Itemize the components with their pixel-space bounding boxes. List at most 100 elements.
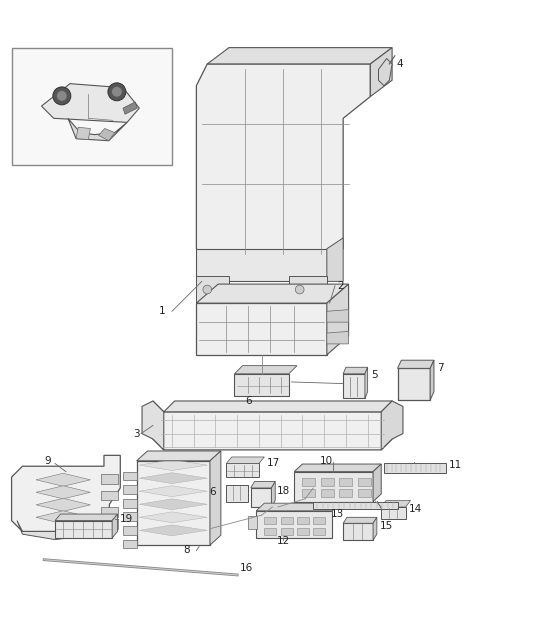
Polygon shape <box>340 489 353 497</box>
Polygon shape <box>234 365 297 374</box>
Circle shape <box>295 285 304 294</box>
Polygon shape <box>112 514 118 538</box>
Polygon shape <box>101 519 118 529</box>
Polygon shape <box>99 129 115 141</box>
Text: 15: 15 <box>379 521 393 531</box>
Polygon shape <box>397 360 434 369</box>
Polygon shape <box>196 249 327 281</box>
Polygon shape <box>123 472 137 480</box>
Polygon shape <box>381 507 405 519</box>
Circle shape <box>108 83 126 100</box>
Polygon shape <box>264 517 276 524</box>
Polygon shape <box>207 48 392 64</box>
Polygon shape <box>302 478 316 486</box>
Polygon shape <box>289 276 327 303</box>
Text: 8: 8 <box>183 546 190 556</box>
Polygon shape <box>343 367 368 374</box>
Polygon shape <box>251 482 275 488</box>
Polygon shape <box>343 374 365 398</box>
Polygon shape <box>68 118 127 141</box>
Polygon shape <box>340 478 353 486</box>
Polygon shape <box>358 478 371 486</box>
Polygon shape <box>140 499 207 510</box>
Polygon shape <box>140 486 207 497</box>
Polygon shape <box>397 369 430 400</box>
Polygon shape <box>384 463 446 473</box>
Text: 10: 10 <box>320 456 334 466</box>
Polygon shape <box>343 517 377 523</box>
Polygon shape <box>379 58 392 85</box>
Polygon shape <box>256 511 332 538</box>
Polygon shape <box>55 514 118 521</box>
Polygon shape <box>313 528 325 534</box>
Polygon shape <box>55 521 112 538</box>
Text: 1: 1 <box>159 306 165 317</box>
Polygon shape <box>36 474 90 486</box>
Text: 4: 4 <box>396 59 403 69</box>
Polygon shape <box>140 473 207 484</box>
Polygon shape <box>358 489 371 497</box>
Text: 7: 7 <box>437 364 443 374</box>
Polygon shape <box>11 455 120 531</box>
Polygon shape <box>297 528 309 534</box>
Polygon shape <box>140 460 207 470</box>
Polygon shape <box>365 367 368 398</box>
Polygon shape <box>327 332 349 344</box>
Circle shape <box>53 87 71 105</box>
Polygon shape <box>41 84 140 122</box>
Polygon shape <box>297 517 309 524</box>
Polygon shape <box>140 525 207 536</box>
Polygon shape <box>381 401 403 450</box>
Polygon shape <box>164 401 392 412</box>
Text: 18: 18 <box>277 485 290 495</box>
Polygon shape <box>196 64 371 259</box>
Polygon shape <box>123 499 137 507</box>
Polygon shape <box>153 401 392 450</box>
Polygon shape <box>140 512 207 522</box>
Text: 6: 6 <box>209 487 215 497</box>
Text: 14: 14 <box>408 504 422 514</box>
Polygon shape <box>101 490 118 501</box>
Polygon shape <box>17 521 104 539</box>
Text: 9: 9 <box>44 456 51 466</box>
Polygon shape <box>196 284 349 303</box>
Polygon shape <box>101 474 118 484</box>
Polygon shape <box>210 451 221 545</box>
Polygon shape <box>302 489 316 497</box>
Polygon shape <box>226 485 248 502</box>
Polygon shape <box>123 485 137 494</box>
Polygon shape <box>101 507 118 517</box>
Text: 3: 3 <box>132 428 140 438</box>
Text: 5: 5 <box>372 370 378 380</box>
Polygon shape <box>137 451 221 461</box>
Circle shape <box>203 285 211 294</box>
Polygon shape <box>343 523 373 540</box>
Circle shape <box>57 90 67 101</box>
Polygon shape <box>327 238 343 281</box>
Polygon shape <box>142 401 164 450</box>
Polygon shape <box>123 102 137 114</box>
Polygon shape <box>137 461 210 545</box>
Polygon shape <box>264 528 276 534</box>
Polygon shape <box>256 503 341 511</box>
Polygon shape <box>36 486 90 499</box>
Polygon shape <box>371 48 392 97</box>
Text: 19: 19 <box>120 514 134 524</box>
Text: 11: 11 <box>449 460 462 470</box>
Polygon shape <box>313 502 397 509</box>
Polygon shape <box>36 511 90 524</box>
Polygon shape <box>271 482 275 507</box>
Polygon shape <box>294 464 381 472</box>
Polygon shape <box>281 517 293 524</box>
Text: 6: 6 <box>245 396 252 406</box>
Polygon shape <box>36 498 90 511</box>
Polygon shape <box>430 360 434 400</box>
Polygon shape <box>373 464 381 502</box>
Text: 2: 2 <box>338 281 344 291</box>
Polygon shape <box>313 517 325 524</box>
Polygon shape <box>248 516 257 529</box>
Text: 16: 16 <box>240 563 253 573</box>
Polygon shape <box>381 501 410 507</box>
Polygon shape <box>196 276 229 303</box>
Polygon shape <box>373 517 377 540</box>
